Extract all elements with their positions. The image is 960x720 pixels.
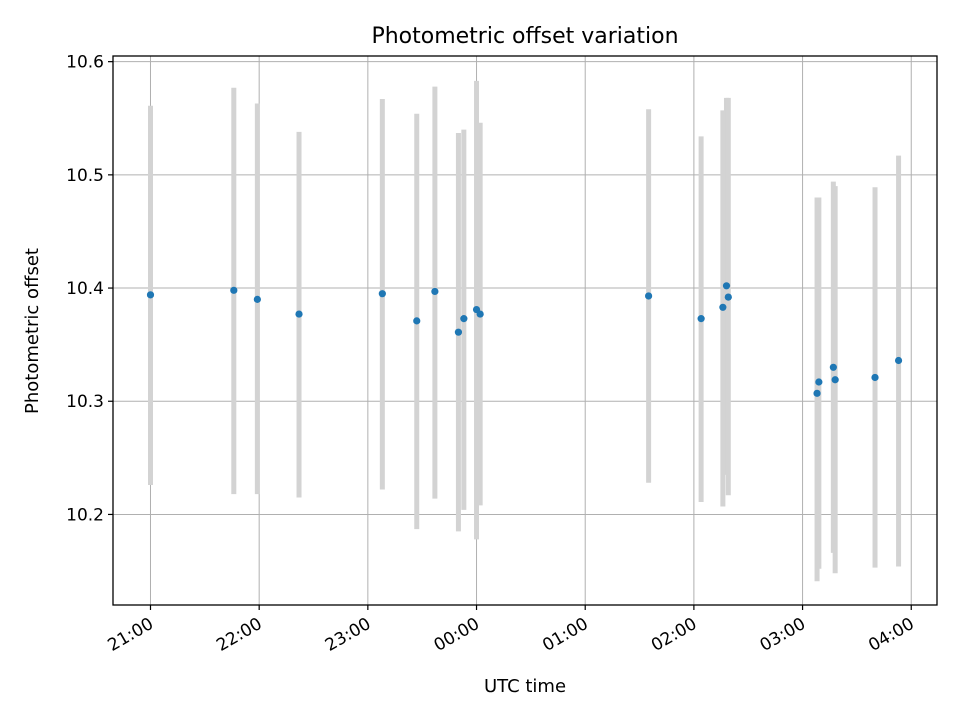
data-point [295,310,303,318]
data-point [829,363,837,371]
data-point [871,373,879,382]
y-tick-label: 10.4 [66,279,104,299]
data-point [460,315,468,323]
y-tick-label: 10.6 [66,53,104,73]
data-point [719,303,727,311]
data-point [724,293,732,301]
data-point [894,356,903,365]
data-point [253,295,261,303]
data-point [831,376,839,384]
data-point [230,286,238,294]
data-point [413,317,421,325]
data-point [722,282,731,290]
data-points [146,282,903,397]
y-axis-ticks: 10.2 10.3 10.4 10.5 10.6 [66,53,113,525]
data-point [454,328,463,336]
plot-frame [112,55,938,606]
chart-title: Photometric offset variation [371,24,678,49]
y-axis-label: Photometric offset [22,248,43,414]
data-point [431,287,439,296]
y-tick-label: 10.5 [66,166,104,186]
y-tick-label: 10.2 [66,505,104,525]
data-point [146,291,155,299]
x-axis-label: UTC time [484,676,566,697]
data-point [476,310,484,318]
data-point [645,292,653,300]
y-tick-label: 10.3 [66,392,104,412]
data-point [378,290,386,298]
data-point [813,389,821,397]
data-point [697,315,705,323]
data-point [815,378,823,386]
